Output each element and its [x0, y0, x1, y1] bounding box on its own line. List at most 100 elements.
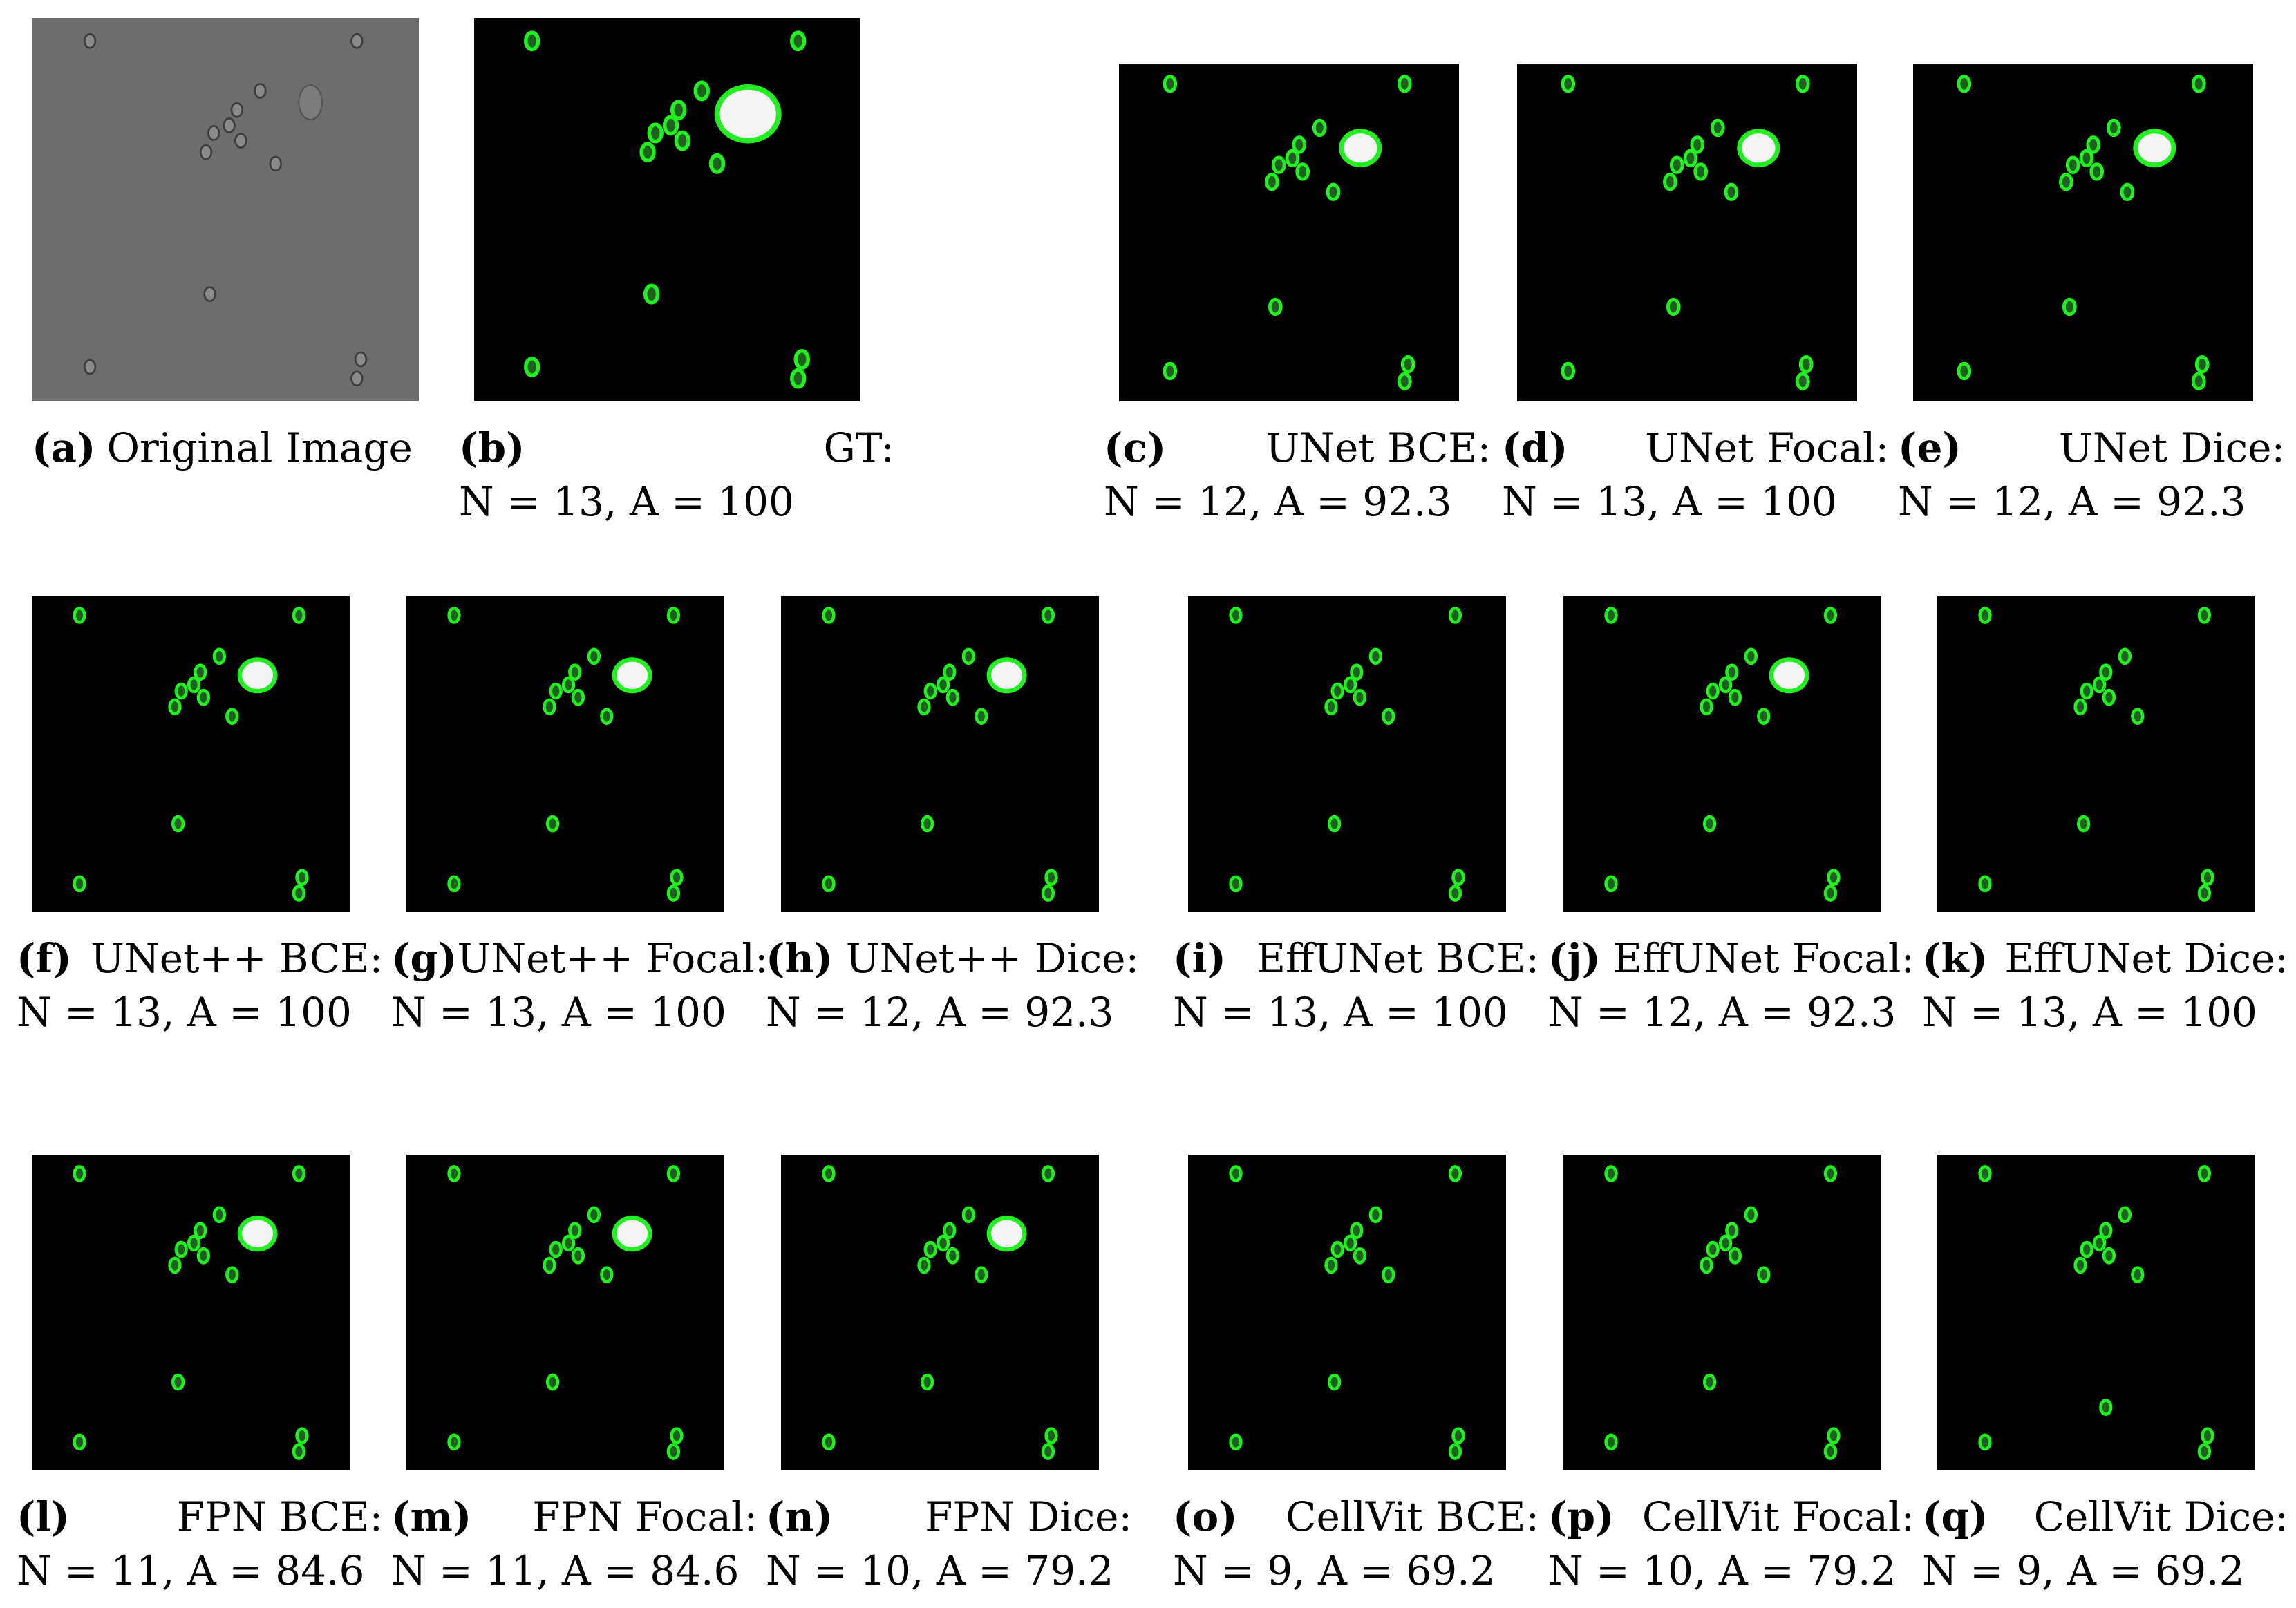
- panel-label: (h): [766, 935, 834, 982]
- cell-contour: [543, 1256, 556, 1274]
- panel-label: (a): [32, 424, 96, 471]
- cell-contour: [670, 100, 687, 121]
- segmentation-image-i: [1188, 596, 1506, 912]
- cell-contour: [1265, 172, 1279, 191]
- cell-contour: [561, 676, 576, 694]
- cell-contour: [1382, 1266, 1395, 1283]
- panel-caption: UNet BCE:: [1265, 424, 1491, 471]
- cell-contour: [1561, 361, 1576, 381]
- panel-label: (o): [1173, 1493, 1238, 1540]
- cell-contour: [1041, 885, 1055, 902]
- cell-contour: [600, 708, 614, 725]
- panel-metrics: N = 10, A = 79.2: [1548, 1547, 1897, 1594]
- cell-contour: [1382, 708, 1395, 725]
- cell-contour: [194, 663, 207, 681]
- cell-contour: [292, 1165, 306, 1182]
- cell-contour: [568, 1222, 582, 1240]
- cell-contour: [1757, 1266, 1771, 1283]
- cell-contour: [168, 698, 182, 716]
- cell-contour: [1400, 355, 1415, 374]
- segmentation-image-d: [1517, 64, 1857, 401]
- panel-metrics: N = 13, A = 100: [17, 989, 352, 1036]
- cell-contour: [568, 663, 582, 681]
- cell: [230, 102, 244, 118]
- cell-contour: [1268, 297, 1283, 316]
- caption-h: (h) UNet++ Dice: N = 12, A = 92.3: [766, 931, 1139, 1039]
- cell-contour: [822, 875, 836, 893]
- cell-contour: [1702, 1373, 1717, 1391]
- panel-label: (e): [1898, 424, 1961, 471]
- cell-contour: [1343, 1234, 1357, 1252]
- panel-metrics: N = 13, A = 100: [1502, 478, 1837, 525]
- panel-metrics: N = 13, A = 100: [459, 478, 794, 525]
- cell-contour: [666, 607, 681, 624]
- panel-metrics: N = 12, A = 92.3: [766, 989, 1114, 1036]
- cell-contour: [1683, 149, 1698, 168]
- panel-label: (i): [1173, 935, 1226, 982]
- cell-contour: [666, 885, 681, 902]
- cell-contour: [917, 698, 931, 716]
- panel-caption: Original Image: [106, 424, 413, 471]
- bright-cell-cluster: [612, 657, 652, 694]
- cell-contour: [295, 1427, 309, 1445]
- cell-contour: [1229, 1165, 1243, 1182]
- cell-contour: [1978, 1433, 1992, 1451]
- panel-caption: FPN Dice:: [925, 1493, 1132, 1540]
- cell-contour: [1702, 815, 1717, 833]
- cell-contour: [923, 1240, 937, 1258]
- panel-label: (c): [1104, 424, 1167, 471]
- cell-contour: [662, 115, 679, 136]
- cell-contour: [571, 1247, 585, 1265]
- cell: [83, 32, 97, 49]
- bright-cell-cluster: [1769, 657, 1809, 694]
- panel-label: (k): [1922, 935, 1988, 982]
- cell-contour: [1725, 1222, 1739, 1240]
- cell-contour: [1448, 1165, 1462, 1182]
- cell-contour: [1725, 663, 1739, 681]
- cell-contour: [587, 647, 601, 665]
- panel-metrics: N = 11, A = 84.6: [17, 1547, 365, 1594]
- panel-caption: CellVit BCE:: [1286, 1493, 1539, 1540]
- cell-contour: [1604, 1165, 1618, 1182]
- cell-contour: [1285, 149, 1300, 168]
- cell-contour: [2106, 118, 2121, 138]
- cell-contour: [1690, 135, 1705, 154]
- cell-contour: [1757, 708, 1771, 725]
- cell: [83, 359, 97, 375]
- cell-contour: [545, 815, 560, 833]
- cell-contour: [171, 815, 185, 833]
- panel-caption: UNet Focal:: [1645, 424, 1889, 471]
- cell-contour: [643, 283, 660, 305]
- cell-contour: [1326, 182, 1341, 202]
- cell-contour: [1706, 1240, 1720, 1258]
- panel-label: (p): [1548, 1493, 1615, 1540]
- cell-contour: [822, 1433, 836, 1451]
- cell-contour: [523, 30, 540, 52]
- cell-contour: [292, 1443, 306, 1460]
- panel-metrics: N = 13, A = 100: [1922, 989, 2257, 1036]
- cell: [199, 144, 213, 160]
- panel-metrics: N = 12, A = 92.3: [1898, 478, 2246, 525]
- cell-contour: [2099, 1222, 2113, 1240]
- segmentation-image-g: [406, 596, 724, 912]
- cell-contour: [2118, 647, 2132, 665]
- bright-cell-cluster: [986, 1216, 1027, 1252]
- cell-contour: [1041, 1443, 1055, 1460]
- cell-contour: [670, 869, 684, 887]
- cell-contour: [447, 1165, 461, 1182]
- cell-contour: [523, 357, 540, 378]
- panel-caption: EffUNet Dice:: [2004, 935, 2288, 982]
- cell-contour: [945, 1247, 960, 1265]
- cell: [223, 117, 236, 133]
- cell-contour: [2062, 297, 2077, 316]
- panel-label: (b): [459, 424, 525, 471]
- cell-contour: [1295, 162, 1310, 181]
- cell-contour: [666, 1443, 681, 1460]
- cell-contour: [2086, 135, 2101, 154]
- cell-contour: [1044, 1427, 1058, 1445]
- cell: [254, 83, 267, 99]
- cell-contour: [1957, 75, 1972, 93]
- cell-contour: [194, 1222, 207, 1240]
- cell-contour: [1957, 361, 1972, 381]
- cell-contour: [196, 688, 211, 706]
